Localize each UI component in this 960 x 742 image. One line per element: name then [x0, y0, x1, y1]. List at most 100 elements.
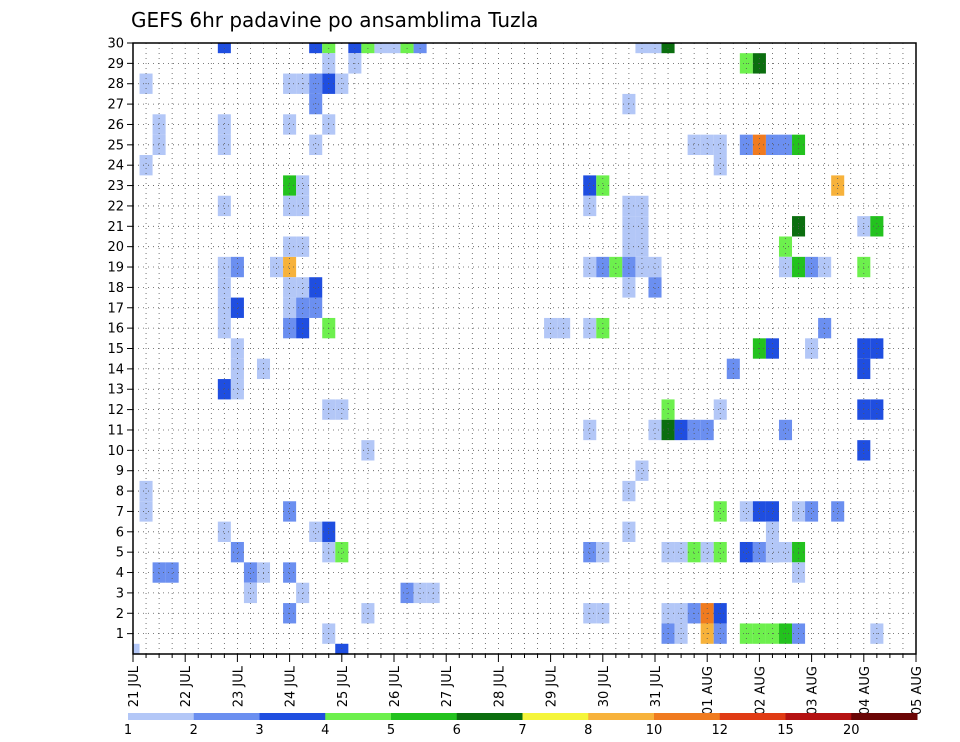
heatmap-cell: [309, 297, 323, 318]
heatmap-cell: [217, 297, 231, 318]
heatmap-cell: [778, 541, 793, 563]
heatmap-cell: [309, 277, 323, 298]
heatmap-cell: [765, 541, 779, 563]
colorbar-segment: [719, 713, 786, 720]
heatmap-cell: [283, 195, 297, 217]
y-tick-label: 18: [107, 281, 124, 296]
heatmap-cell: [713, 155, 727, 176]
heatmap-cell: [596, 175, 610, 196]
heatmap-cell: [765, 134, 779, 156]
heatmap-cell: [752, 541, 766, 563]
y-tick-label: 20: [107, 240, 124, 255]
colorbar-segment: [456, 713, 523, 720]
colorbar-label: 3: [255, 723, 263, 738]
heatmap-cell: [765, 521, 779, 542]
y-tick-label: 14: [107, 362, 124, 377]
heatmap-cell: [296, 277, 310, 298]
heatmap-cell: [243, 562, 257, 583]
heatmap-cell: [217, 114, 231, 135]
y-tick-label: 8: [116, 485, 124, 500]
colorbar-segment: [391, 713, 458, 720]
heatmap-cell: [335, 541, 349, 563]
heatmap-cell: [283, 277, 297, 298]
x-tick-label: 24 JUL: [284, 665, 299, 707]
heatmap-cell: [635, 236, 649, 257]
y-tick-label: 10: [107, 444, 124, 459]
y-tick-label: 4: [116, 566, 124, 581]
x-tick-label: 04 AUG: [858, 666, 873, 715]
y-tick-label: 23: [107, 179, 124, 194]
heatmap-cell: [870, 399, 884, 420]
heatmap-cell: [687, 541, 701, 563]
heatmap-cell: [739, 134, 753, 156]
heatmap-cell: [648, 277, 662, 298]
colorbar-segment: [588, 713, 655, 720]
y-tick-label: 30: [107, 37, 124, 52]
y-tick-label: 25: [107, 138, 124, 153]
heatmap-cell: [296, 195, 310, 217]
y-tick-label: 15: [107, 342, 124, 357]
grid-lines: [133, 42, 916, 654]
colorbar-label: 5: [387, 723, 395, 738]
y-tick-label: 9: [116, 464, 124, 479]
heatmap-cell: [635, 216, 649, 237]
heatmap-cell: [700, 134, 714, 156]
heatmap-cell: [283, 501, 297, 522]
heatmap-cell: [583, 195, 597, 217]
heatmap-cell: [139, 501, 153, 522]
heatmap-cell: [309, 93, 323, 115]
heatmap-cell: [413, 582, 427, 604]
x-tick-label: 26 JUL: [388, 665, 403, 707]
x-tick-label: 27 JUL: [440, 665, 455, 707]
x-tick-label: 03 AUG: [806, 666, 821, 715]
heatmap-cell: [700, 541, 714, 563]
heatmap-cell: [230, 541, 244, 563]
x-tick-label: 30 JUL: [597, 665, 612, 707]
plot-frame: [132, 42, 917, 655]
heatmap-cells: [133, 43, 884, 654]
heatmap-cell: [283, 297, 297, 318]
heatmap-cell: [230, 256, 244, 278]
colorbar-segment: [128, 713, 195, 720]
heatmap-cell: [805, 501, 819, 522]
heatmap-cell: [152, 134, 166, 156]
heatmap-cell: [583, 419, 597, 441]
heatmap-cell: [778, 419, 793, 441]
colorbar-label: 8: [584, 723, 592, 738]
y-tick-label: 17: [107, 301, 124, 316]
heatmap-cell: [752, 501, 766, 522]
heatmap-cell: [700, 419, 714, 441]
heatmap-cell: [831, 175, 845, 196]
heatmap-cell: [778, 236, 793, 257]
heatmap-cell: [687, 134, 701, 156]
heatmap-cell: [831, 501, 845, 522]
x-tick-label: 02 AUG: [753, 666, 768, 715]
y-tick-label: 16: [107, 322, 124, 337]
heatmap-cell: [217, 379, 231, 400]
heatmap-cell: [805, 256, 819, 278]
x-axis-ticks: 21 JUL 22 JUL 23 JUL 24 JUL 25 JUL 26 JUL 27 J…: [127, 654, 925, 715]
heatmap-cell: [217, 277, 231, 298]
colorbar: 1 2 3 4 5 6 7 8 10 12 15 20: [124, 713, 918, 738]
heatmap-cell: [713, 134, 727, 156]
colorbar-label: 1: [124, 723, 132, 738]
heatmap-cell: [152, 562, 166, 583]
x-tick-label: 05 AUG: [910, 666, 925, 715]
colorbar-segment: [325, 713, 392, 720]
colorbar-label: 10: [646, 723, 663, 738]
colorbar-label: 2: [190, 723, 198, 738]
y-tick-label: 21: [107, 220, 124, 235]
heatmap-cell: [583, 175, 597, 196]
heatmap-cell: [217, 256, 231, 278]
heatmap-cell: [739, 501, 753, 522]
heatmap-cell: [765, 501, 779, 522]
heatmap-cell: [230, 297, 244, 318]
heatmap-cell: [609, 256, 623, 278]
heatmap-cell: [296, 236, 310, 257]
colorbar-segment: [522, 713, 589, 720]
y-tick-label: 26: [107, 118, 124, 133]
x-tick-label: 31 JUL: [649, 665, 664, 707]
x-tick-label: 21 JUL: [127, 665, 142, 707]
heatmap-cell: [139, 155, 153, 176]
heatmap-cell: [739, 541, 753, 563]
